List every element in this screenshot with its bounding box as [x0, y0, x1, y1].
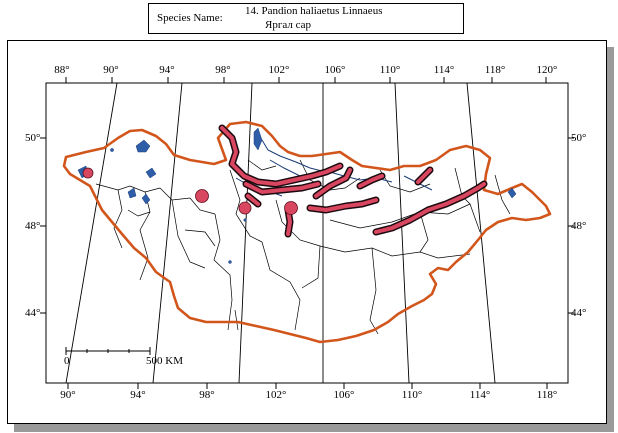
lake-khar-us — [127, 187, 137, 199]
country-border — [62, 120, 552, 344]
lon-label-bottom-102: 102° — [266, 389, 287, 401]
lon-label-top-102: 102° — [269, 64, 290, 76]
map-frame — [7, 40, 607, 424]
lake-small-2 — [228, 260, 232, 264]
lat-label-44-left: 44° — [25, 307, 40, 319]
lat-label-44-right: 44° — [571, 307, 586, 319]
lon-label-bottom-90: 90° — [60, 389, 75, 401]
lat-label-50-right: 50° — [571, 132, 586, 144]
lake-buir — [507, 187, 517, 199]
species-records — [82, 167, 298, 215]
species-title-box: Species Name: 14. Pandion haliaetus Linn… — [148, 3, 464, 34]
lon-label-top-98: 98° — [215, 64, 230, 76]
longitude-labels-bottom: 90° 94° 98° 102° 106° 110° 114° 118° — [60, 389, 557, 401]
lon-label-top-114: 114° — [434, 64, 455, 76]
graticule-ticks — [40, 77, 574, 389]
lake-small-3 — [243, 218, 247, 222]
lon-label-top-94: 94° — [159, 64, 174, 76]
lat-label-48-left: 48° — [25, 220, 40, 232]
latitude-labels-left: 50° 48° 44° — [25, 132, 40, 319]
scale-end-label: 500 KM — [146, 355, 183, 367]
longitude-labels-top: 88° 90° 94° 98° 102° 106° 110° 114° 118°… — [54, 64, 557, 76]
lon-label-bottom-110: 110° — [402, 389, 423, 401]
lat-label-48-right: 48° — [571, 220, 586, 232]
lake-khyargas — [145, 167, 157, 179]
lon-label-bottom-98: 98° — [199, 389, 214, 401]
lake-khar — [141, 193, 151, 205]
scale-start-label: 0 — [64, 355, 70, 367]
latitude-labels-right: 50° 48° 44° — [571, 132, 586, 319]
lon-label-bottom-114: 114° — [470, 389, 491, 401]
lon-label-top-110: 110° — [380, 64, 401, 76]
lat-label-50-left: 50° — [25, 132, 40, 144]
lake-uvs — [135, 139, 151, 153]
map-neatline — [45, 82, 569, 384]
record-point-3 — [238, 201, 252, 215]
lon-label-top-106: 106° — [325, 64, 346, 76]
lon-label-top-90: 90° — [103, 64, 118, 76]
lake-small-1 — [110, 148, 114, 152]
lon-label-bottom-118: 118° — [537, 389, 558, 401]
lake-khuvsgul — [253, 127, 263, 151]
lon-label-top-88: 88° — [54, 64, 69, 76]
scale-bar: 0 500 KM — [64, 347, 183, 367]
species-name-label: Species Name: — [157, 12, 223, 24]
record-point-4 — [284, 201, 298, 215]
lon-label-top-120: 120° — [537, 64, 558, 76]
lon-label-bottom-94: 94° — [130, 389, 145, 401]
species-scientific-name: 14. Pandion haliaetus Linnaeus — [245, 5, 383, 17]
lon-label-bottom-106: 106° — [334, 389, 355, 401]
lon-label-top-118: 118° — [485, 64, 506, 76]
species-range — [218, 124, 488, 238]
record-point-2 — [195, 189, 209, 203]
province-boundaries — [95, 159, 511, 335]
species-local-name: Яргал сар — [265, 19, 311, 31]
meridians — [65, 82, 496, 384]
record-point-1 — [82, 167, 94, 179]
